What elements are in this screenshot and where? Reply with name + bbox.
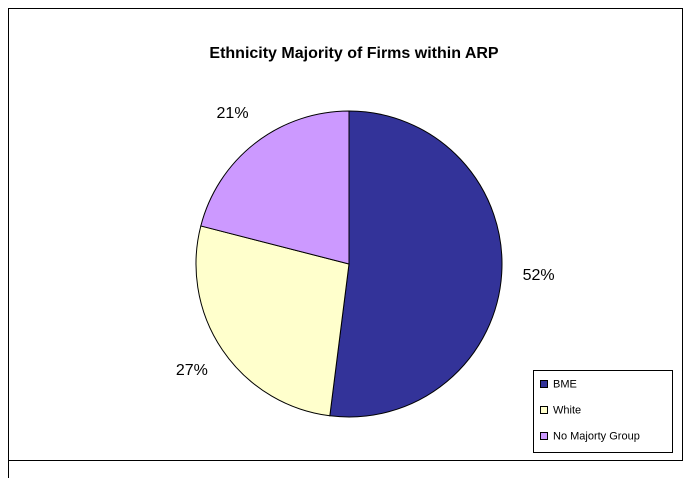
chart-title: Ethnicity Majority of Firms within ARP [209, 45, 499, 62]
pie-slice [329, 110, 503, 418]
data-label: 52% [523, 267, 555, 284]
legend: BME White No Majorty Group [533, 370, 673, 453]
legend-label: White [553, 404, 581, 416]
pie-slice [195, 225, 350, 417]
data-label: 27% [176, 362, 208, 379]
legend-swatch [540, 380, 548, 388]
legend-swatch [540, 432, 548, 440]
legend-swatch [540, 406, 548, 414]
legend-label: No Majorty Group [553, 430, 640, 442]
data-label: 21% [217, 105, 249, 122]
pie-slice [200, 110, 350, 265]
legend-box [533, 370, 673, 453]
legend-label: BME [553, 378, 577, 390]
